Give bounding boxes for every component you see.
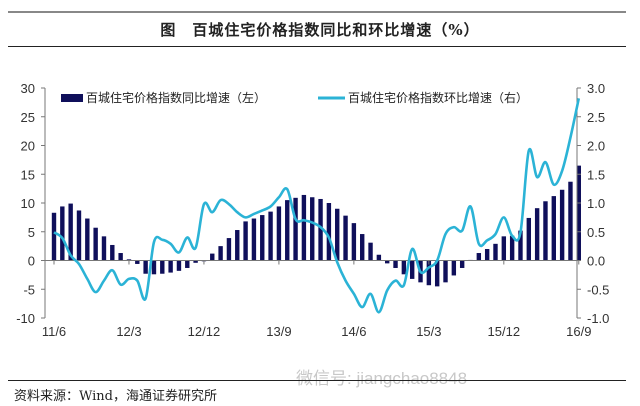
bar	[343, 215, 348, 261]
bar	[451, 260, 457, 276]
bar	[218, 246, 223, 261]
bar	[101, 236, 107, 261]
bar	[185, 260, 190, 268]
bar	[443, 260, 448, 283]
bar	[60, 206, 65, 261]
bar	[376, 254, 382, 261]
bar	[335, 208, 340, 261]
right-tick-label: 1.0	[587, 196, 605, 211]
bar	[493, 243, 498, 261]
bar	[210, 253, 215, 261]
right-tick-label: 3.0	[587, 81, 605, 96]
bar	[385, 260, 390, 264]
legend-label-bar: 百城住宅价格指数同比增速（左）	[86, 90, 266, 105]
right-tick-label: 2.0	[587, 139, 605, 154]
left-tick-label: 15	[21, 167, 35, 182]
bar	[484, 249, 490, 261]
x-tick-label: 12/3	[116, 324, 141, 339]
bar	[293, 197, 298, 261]
bar	[226, 238, 232, 261]
x-tick-label: 14/6	[341, 324, 366, 339]
x-tick-label: 15/3	[416, 324, 441, 339]
bar	[176, 260, 182, 271]
bar	[551, 196, 556, 261]
right-tick-label: -1.0	[587, 311, 609, 326]
bar	[51, 212, 57, 261]
left-tick-label: 10	[21, 196, 35, 211]
left-tick-label: -10	[16, 311, 35, 326]
bar	[135, 260, 140, 264]
bar	[126, 259, 132, 261]
right-tick-label: 0.5	[587, 225, 605, 240]
bar	[568, 181, 573, 261]
bar	[543, 201, 548, 261]
bar	[393, 260, 398, 268]
watermark: 微信号: jiangchao8848	[296, 369, 468, 388]
bar	[318, 198, 323, 261]
top-rule	[8, 11, 626, 13]
legend-label-line: 百城住宅价格指数环比增速（右）	[348, 90, 528, 105]
right-tick-label: 1.5	[587, 167, 605, 182]
footer-rule	[8, 380, 626, 381]
bar	[235, 230, 240, 261]
left-tick-label: 20	[21, 139, 35, 154]
right-tick-label: 2.5	[587, 110, 605, 125]
bar	[368, 242, 373, 261]
bar	[310, 197, 315, 261]
bar	[326, 203, 332, 261]
source-note: 资料来源：Wind，海通证券研究所	[14, 389, 217, 404]
left-tick-label: 5	[28, 225, 35, 240]
bar	[110, 244, 115, 261]
bar	[268, 211, 273, 261]
bar	[426, 260, 432, 286]
bar	[409, 260, 415, 279]
mom-growth-line	[53, 98, 581, 314]
left-tick-label: 25	[21, 110, 35, 125]
bar	[68, 203, 73, 261]
bar	[251, 218, 257, 261]
bar	[193, 260, 198, 263]
bar	[151, 260, 157, 275]
bar	[243, 221, 248, 261]
bar	[360, 234, 365, 261]
right-tick-label: -0.5	[587, 282, 609, 297]
bar	[526, 217, 532, 261]
bar	[576, 165, 581, 261]
bar	[534, 208, 540, 261]
title-rule	[8, 46, 626, 47]
x-tick-label: 13/9	[266, 324, 291, 339]
bar	[76, 210, 82, 261]
bar	[260, 215, 265, 261]
bar	[301, 194, 307, 261]
right-tick-label: 0.0	[587, 254, 605, 269]
bar	[276, 206, 282, 261]
left-tick-label: 30	[21, 81, 35, 96]
bar	[434, 260, 440, 287]
x-tick-label: 11/6	[42, 324, 66, 339]
chart-title: 图 百城住宅价格指数同比和环比增速（%）	[160, 21, 480, 39]
bar	[559, 189, 565, 261]
bar	[501, 236, 507, 261]
legend-swatch-bar	[61, 94, 83, 102]
bar	[160, 260, 165, 274]
left-tick-label: -5	[23, 282, 35, 297]
bar	[518, 230, 523, 261]
left-tick-label: 0	[28, 254, 35, 269]
x-tick-label: 16/9	[566, 324, 591, 339]
bar	[459, 260, 465, 268]
x-tick-label: 15/12	[488, 324, 521, 339]
x-tick-label: 12/12	[188, 324, 221, 339]
bar	[476, 253, 482, 261]
bar	[118, 253, 123, 261]
bar	[401, 260, 407, 275]
bar	[509, 235, 515, 261]
bar	[351, 223, 357, 261]
bar	[285, 200, 290, 261]
legend: 百城住宅价格指数同比增速（左） 百城住宅价格指数环比增速（右）	[61, 90, 528, 105]
bar	[85, 218, 90, 261]
bar	[93, 227, 98, 261]
bar	[168, 260, 173, 273]
bar	[143, 260, 148, 274]
